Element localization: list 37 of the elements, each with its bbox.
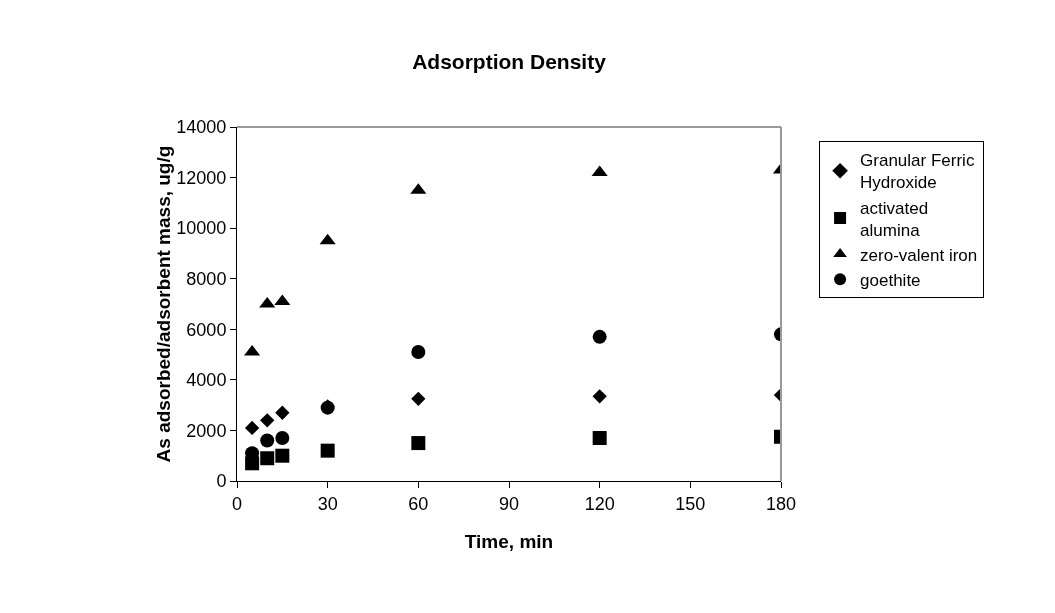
y-axis-title: As adsorbed/adsorbent mass, ug/g — [153, 145, 175, 463]
y-tick-label: 0 — [216, 471, 227, 492]
legend-label: zero-valent iron — [860, 245, 978, 265]
point — [260, 413, 275, 428]
point — [245, 456, 260, 471]
y-tick-label: 12000 — [176, 167, 227, 188]
point — [260, 451, 275, 466]
point — [592, 329, 607, 344]
point — [411, 391, 426, 406]
y-tick-label: 8000 — [186, 269, 227, 290]
y-tick-label: 2000 — [186, 420, 227, 441]
point — [275, 405, 290, 420]
y-tick-label: 6000 — [186, 319, 227, 340]
y-tick-label: 4000 — [186, 370, 227, 391]
point — [319, 233, 336, 245]
point — [260, 433, 275, 448]
point — [592, 431, 607, 446]
point — [591, 165, 608, 177]
point — [275, 431, 290, 445]
point — [411, 436, 426, 451]
x-tick-label: 0 — [231, 493, 243, 514]
chart-title: Adsorption Density — [412, 49, 607, 73]
legend-label: goethite — [860, 270, 921, 290]
point — [244, 420, 260, 436]
x-tick-label: 90 — [498, 493, 520, 514]
point — [411, 345, 426, 360]
x-tick-label: 60 — [408, 493, 429, 514]
point — [320, 443, 335, 458]
x-tick-label: 30 — [317, 493, 338, 514]
x-tick-label: 120 — [584, 493, 615, 514]
x-tick-label: 180 — [765, 493, 797, 514]
point — [592, 389, 607, 404]
x-axis-title: Time, min — [464, 531, 554, 552]
y-tick-label: 10000 — [176, 218, 227, 239]
y-tick-label: 14000 — [176, 117, 227, 138]
x-tick-label: 150 — [675, 493, 706, 514]
point — [275, 448, 290, 463]
